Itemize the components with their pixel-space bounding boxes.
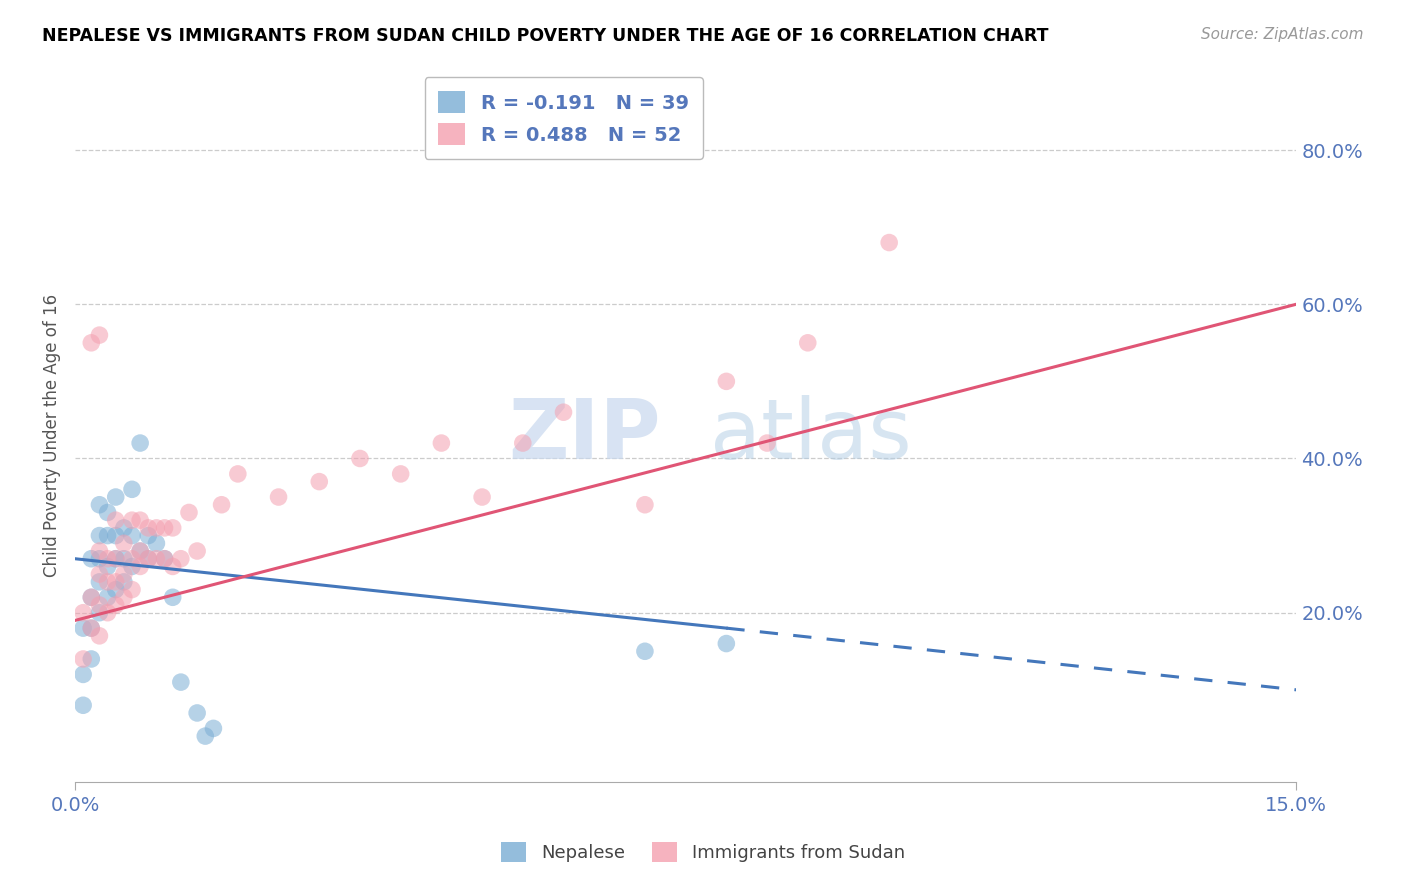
Point	[104, 598, 127, 612]
Point	[89, 567, 111, 582]
Point	[162, 591, 184, 605]
Point	[153, 551, 176, 566]
Point	[553, 405, 575, 419]
Point	[145, 551, 167, 566]
Point	[797, 335, 820, 350]
Point	[634, 644, 657, 658]
Point	[153, 521, 176, 535]
Point	[89, 606, 111, 620]
Point	[104, 582, 127, 597]
Point	[129, 559, 152, 574]
Point	[136, 528, 159, 542]
Point	[153, 551, 176, 566]
Point	[136, 551, 159, 566]
Point	[145, 521, 167, 535]
Point	[89, 498, 111, 512]
Point	[121, 559, 143, 574]
Point	[162, 559, 184, 574]
Point	[97, 506, 120, 520]
Point	[170, 551, 193, 566]
Point	[202, 722, 225, 736]
Point	[129, 436, 152, 450]
Point	[716, 375, 738, 389]
Point	[112, 551, 135, 566]
Point	[80, 335, 103, 350]
Point	[112, 567, 135, 582]
Point	[121, 582, 143, 597]
Y-axis label: Child Poverty Under the Age of 16: Child Poverty Under the Age of 16	[44, 293, 60, 577]
Point	[129, 513, 152, 527]
Text: atlas: atlas	[710, 395, 912, 475]
Point	[80, 591, 103, 605]
Point	[186, 544, 208, 558]
Point	[80, 621, 103, 635]
Point	[162, 521, 184, 535]
Point	[756, 436, 779, 450]
Point	[72, 621, 94, 635]
Point	[121, 483, 143, 497]
Point	[226, 467, 249, 481]
Point	[97, 559, 120, 574]
Point	[471, 490, 494, 504]
Point	[104, 513, 127, 527]
Point	[121, 551, 143, 566]
Legend: R = -0.191   N = 39, R = 0.488   N = 52: R = -0.191 N = 39, R = 0.488 N = 52	[425, 78, 703, 159]
Point	[89, 598, 111, 612]
Point	[104, 551, 127, 566]
Point	[80, 591, 103, 605]
Point	[170, 675, 193, 690]
Point	[104, 574, 127, 589]
Point	[104, 528, 127, 542]
Point	[634, 498, 657, 512]
Point	[121, 528, 143, 542]
Point	[211, 498, 233, 512]
Point	[136, 521, 159, 535]
Point	[349, 451, 371, 466]
Point	[89, 328, 111, 343]
Point	[89, 574, 111, 589]
Point	[112, 536, 135, 550]
Legend: Nepalese, Immigrants from Sudan: Nepalese, Immigrants from Sudan	[494, 834, 912, 870]
Point	[80, 621, 103, 635]
Text: Source: ZipAtlas.com: Source: ZipAtlas.com	[1201, 27, 1364, 42]
Point	[89, 629, 111, 643]
Point	[308, 475, 330, 489]
Point	[72, 667, 94, 681]
Point	[186, 706, 208, 720]
Point	[72, 606, 94, 620]
Text: ZIP: ZIP	[509, 395, 661, 475]
Point	[104, 490, 127, 504]
Point	[89, 544, 111, 558]
Point	[89, 528, 111, 542]
Point	[136, 551, 159, 566]
Point	[112, 591, 135, 605]
Point	[129, 544, 152, 558]
Point	[97, 574, 120, 589]
Point	[80, 652, 103, 666]
Point	[72, 698, 94, 713]
Point	[389, 467, 412, 481]
Point	[97, 591, 120, 605]
Point	[145, 536, 167, 550]
Point	[112, 574, 135, 589]
Point	[112, 521, 135, 535]
Point	[121, 513, 143, 527]
Point	[716, 636, 738, 650]
Text: NEPALESE VS IMMIGRANTS FROM SUDAN CHILD POVERTY UNDER THE AGE OF 16 CORRELATION : NEPALESE VS IMMIGRANTS FROM SUDAN CHILD …	[42, 27, 1049, 45]
Point	[430, 436, 453, 450]
Point	[80, 551, 103, 566]
Point	[104, 551, 127, 566]
Point	[177, 506, 200, 520]
Point	[89, 551, 111, 566]
Point	[512, 436, 534, 450]
Point	[267, 490, 290, 504]
Point	[129, 544, 152, 558]
Point	[72, 652, 94, 666]
Point	[194, 729, 217, 743]
Point	[97, 606, 120, 620]
Point	[97, 551, 120, 566]
Point	[97, 528, 120, 542]
Point	[877, 235, 900, 250]
